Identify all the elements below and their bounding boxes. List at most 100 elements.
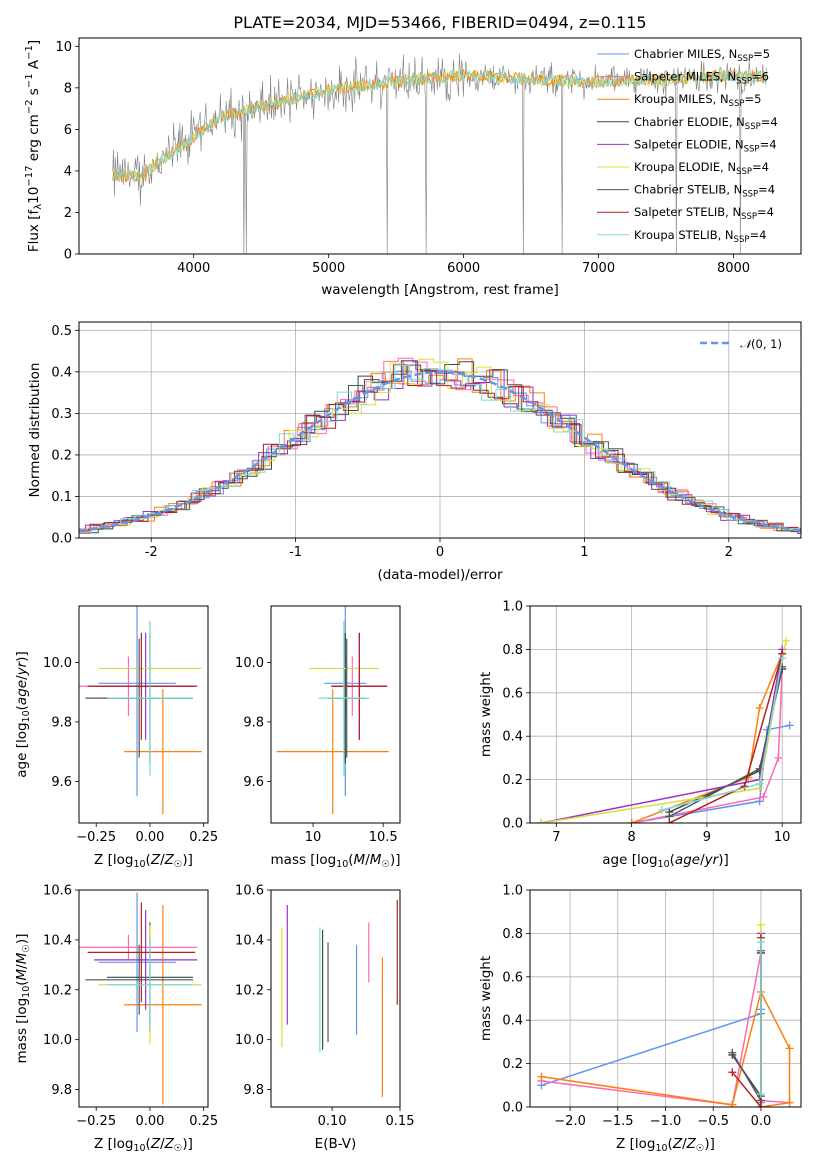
y-tick-label: 8 [64, 81, 72, 96]
axes-frame [270, 605, 401, 824]
y-tick-label: 9.6 [51, 775, 72, 790]
weight-marker-salpeter_stelib [756, 1103, 765, 1107]
y-tick-label: 10.0 [235, 656, 264, 671]
y-tick-label: 0.0 [502, 817, 523, 832]
axes-weight_vs_age: 7 8 9 10 0.0 0.2 0.4 0.6 0.8 1.0 age [log10(age/yr… [478, 600, 802, 870]
x-tick-label: 8 [627, 830, 635, 845]
weight-marker-salpeter_stelib [728, 1068, 737, 1077]
weight-marker-chabrier_stelib [728, 1048, 737, 1057]
residual-xlabel: (data-model)/error [377, 567, 503, 583]
axes-spectrum: 4000 5000 6000 7000 8000 0 2 4 6 8 10 wavelength [A… [24, 37, 802, 298]
y-tick-label: 2 [64, 206, 72, 221]
weight-line-kroupa_elodie [541, 640, 787, 823]
weight-marker-kroupa_elodie [781, 636, 790, 645]
weight-marker-kroupa_miles [537, 1072, 546, 1081]
legend-label-salpeter_elodie: Salpeter ELODIE, NSSP=4 [634, 137, 777, 154]
x-tick-label: -1 [289, 545, 302, 560]
x-tick-label: 0.0 [751, 1114, 772, 1129]
weight-marker-chabrier_miles [755, 797, 764, 806]
weight-marker-kroupa_stelib [755, 779, 764, 788]
figure-title: PLATE=2034, MJD=53466, FIBERID=0494, z=0… [233, 13, 646, 32]
x-tick-label: 10.5 [369, 830, 398, 845]
axes-weight_vs_z: −2.0 −1.5 −1.0 −0.5 0.0 0.0 0.2 0.4 0.6 0.8 1.0 Z [… [478, 884, 802, 1154]
weight-marker-kroupa_miles [785, 1044, 794, 1053]
x-tick-label: 8000 [717, 261, 750, 276]
y-tick-label: 4 [64, 164, 72, 179]
mass_vs_ebv-xlabel: E(B-V) [315, 1136, 357, 1152]
y-tick-label: 10.6 [235, 884, 264, 899]
weight-marker-kroupa_stelib [756, 938, 765, 947]
axes-frame [78, 321, 802, 539]
weight-marker-salpeter_stelib [665, 819, 674, 823]
y-tick-label: 10.2 [235, 983, 264, 998]
age_vs_mass-data [276, 606, 389, 815]
y-tick-label: 10.0 [43, 656, 72, 671]
x-tick-label: 10 [305, 830, 322, 845]
axes-frame [529, 605, 802, 824]
age_vs_z-xlabel: Z [log10(Z/Z☉)] [94, 852, 193, 870]
weight-marker-kroupa_stelib [778, 654, 787, 663]
y-tick-label: 0.4 [502, 1014, 523, 1029]
y-tick-label: 9.8 [51, 1083, 72, 1098]
y-tick-label: 0.0 [51, 532, 72, 547]
residual-histogram-salpeter_elodie [79, 360, 801, 533]
y-tick-label: 0.3 [51, 407, 72, 422]
mass_vs_z-data [79, 892, 202, 1105]
x-tick-label: −1.5 [602, 1114, 634, 1129]
x-tick-label: 0.10 [318, 1114, 347, 1129]
x-tick-label: 0.25 [189, 1114, 218, 1129]
weight-marker-kroupa_miles [785, 1098, 794, 1107]
x-tick-label: −0.25 [76, 1114, 116, 1129]
weight-marker-salpeter_miles [759, 792, 768, 801]
axes-frame [270, 889, 401, 1108]
weight-marker-kroupa_stelib [657, 805, 666, 814]
age_vs_mass-xlabel: mass [log10(M/M☉)] [271, 852, 401, 870]
weight-marker-kroupa_miles [755, 703, 764, 712]
spectrum-data [112, 53, 768, 254]
y-tick-label: 1.0 [502, 600, 523, 615]
y-tick-label: 10 [55, 40, 72, 55]
spectrum-legend: Chabrier MILES, NSSP=5 Salpeter MILES, NS… [597, 47, 778, 245]
axes-frame [78, 605, 209, 824]
legend-label-chabrier_elodie: Chabrier ELODIE, NSSP=4 [634, 115, 778, 132]
legend-label-kroupa_stelib: Kroupa STELIB, NSSP=4 [634, 228, 766, 245]
axes-residuals: -2 -1 0 1 2 0.0 0.1 0.2 0.3 0.4 0.5 𝒩(0, 1) (data-mo… [27, 321, 802, 583]
y-tick-label: 0.8 [502, 927, 523, 942]
y-tick-label: 9.8 [243, 1083, 264, 1098]
axes-frame [78, 889, 209, 1108]
legend-label-normal: 𝒩(0, 1) [740, 337, 782, 351]
residual-histogram-kroupa_miles [79, 358, 801, 530]
residual-ylabel: Normed distribution [27, 363, 43, 498]
axes-frame [529, 889, 802, 1108]
y-tick-label: 0.2 [502, 1057, 523, 1072]
x-tick-label: 0.00 [135, 1114, 164, 1129]
y-tick-label: 10.2 [43, 983, 72, 998]
mass_vs_z-ylabel: mass [log10(M/M☉)] [14, 934, 32, 1064]
weight-marker-salpeter_miles [774, 753, 783, 762]
x-tick-label: 0.25 [189, 830, 218, 845]
y-tick-label: 0.4 [502, 730, 523, 745]
y-tick-label: 10.4 [235, 933, 264, 948]
mass_vs_ebv-data [281, 899, 398, 1098]
y-tick-label: 0.0 [502, 1101, 523, 1116]
y-tick-label: 10.0 [43, 1033, 72, 1048]
axes-age_vs_z: −0.25 0.00 0.25 9.6 9.8 10.0 Z [log10(Z/Z☉)] ag… [14, 605, 218, 870]
x-tick-label: 7 [552, 830, 560, 845]
age_vs_z-data [79, 606, 202, 815]
x-tick-label: 10 [774, 830, 791, 845]
weight-line-chabrier_miles [541, 1009, 762, 1103]
y-tick-label: 0.6 [502, 686, 523, 701]
legend-label-salpeter_stelib: Salpeter STELIB, NSSP=4 [634, 205, 774, 222]
spectrum-xlabel: wavelength [Angstrom, rest frame] [321, 282, 559, 298]
x-tick-label: 4000 [177, 261, 210, 276]
y-tick-label: 0.4 [51, 365, 72, 380]
weight-line-salpeter_miles [631, 668, 783, 823]
y-tick-label: 0.1 [51, 490, 72, 505]
weight-line-kroupa_miles [631, 653, 783, 823]
y-tick-label: 0.2 [502, 773, 523, 788]
weight_vs_z-ylabel: mass weight [478, 956, 494, 1041]
y-tick-label: 0.8 [502, 643, 523, 658]
weight-marker-chabrier_miles [785, 721, 794, 730]
y-tick-label: 6 [64, 123, 72, 138]
